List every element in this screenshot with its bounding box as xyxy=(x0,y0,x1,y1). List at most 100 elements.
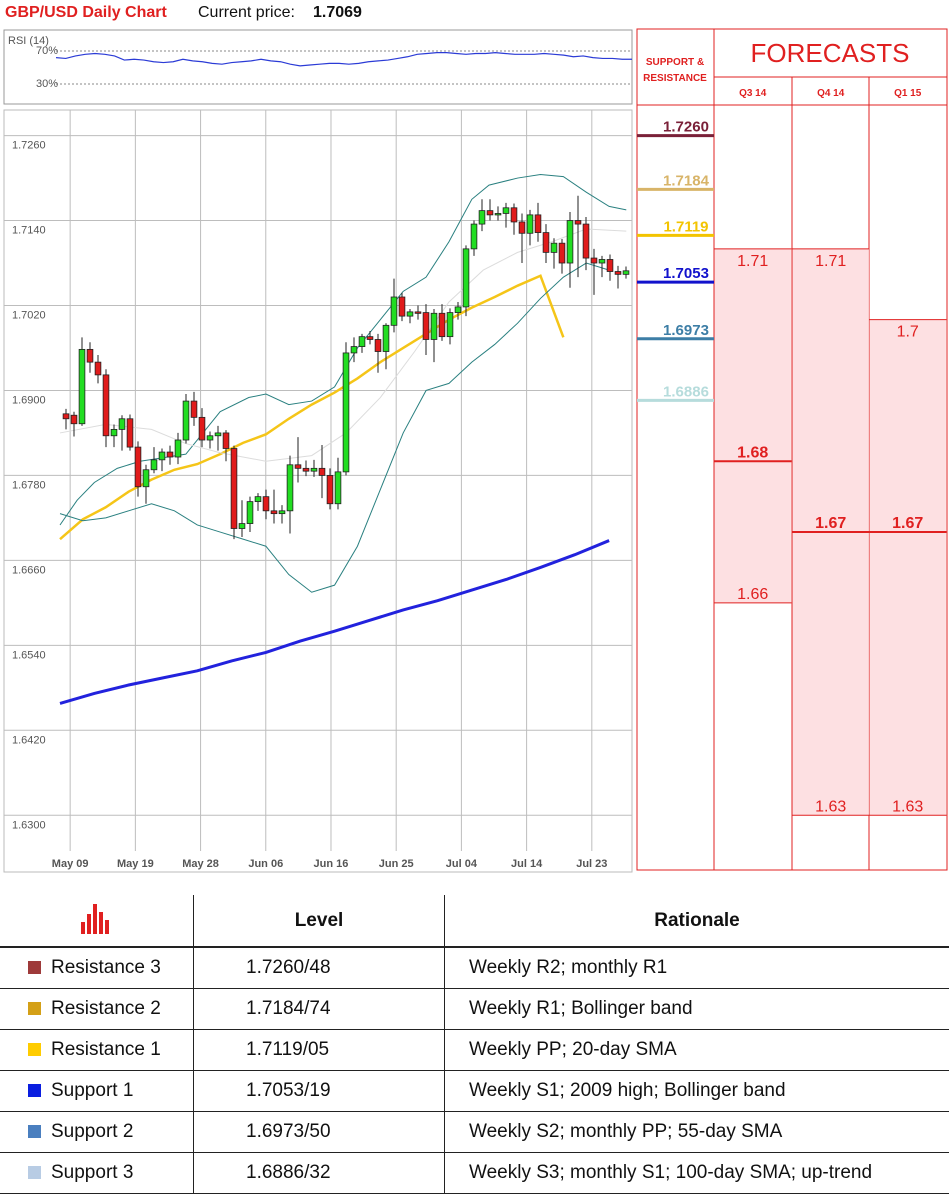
level-color-swatch xyxy=(28,1166,41,1180)
candle-down xyxy=(70,414,78,425)
level-rationale: Weekly R1; Bollinger band xyxy=(444,988,949,1030)
level-name-cell: Resistance 2 xyxy=(0,988,194,1030)
candle-down xyxy=(198,416,206,441)
x-tick-label: Jul 23 xyxy=(576,858,607,870)
forecast-low-value: 1.63 xyxy=(892,798,923,815)
x-tick-label: May 19 xyxy=(117,858,154,870)
candle-up xyxy=(502,207,510,214)
candle-down xyxy=(366,336,374,340)
candle-up xyxy=(238,523,246,529)
candle-down xyxy=(422,312,430,340)
candle-up xyxy=(358,336,366,347)
table-icon-cell xyxy=(0,895,194,948)
candle-down xyxy=(326,475,334,505)
table-row: Support 1 1.7053/19 Weekly S1; 2009 high; … xyxy=(0,1070,949,1112)
level-color-swatch xyxy=(28,961,41,975)
candle-up xyxy=(470,223,478,250)
price-panel xyxy=(3,109,633,873)
candle-up xyxy=(406,311,414,317)
sr-value: 1.7119 xyxy=(663,218,708,235)
candle-down xyxy=(94,361,102,376)
sr-value: 1.7184 xyxy=(663,172,710,189)
y-tick-label: 1.6300 xyxy=(12,819,46,831)
y-tick-label: 1.6540 xyxy=(12,649,46,661)
forecast-low-value: 1.66 xyxy=(737,586,768,603)
x-tick-label: Jun 16 xyxy=(314,858,349,870)
candle-down xyxy=(302,467,310,472)
candle-down xyxy=(374,339,382,352)
candle-up xyxy=(446,312,454,338)
levels-table: Level Rationale Resistance 3 1.7260/48 Wee… xyxy=(0,895,949,1194)
candle-up xyxy=(494,213,502,216)
candle-up xyxy=(566,220,574,264)
y-tick-label: 1.6420 xyxy=(12,734,46,746)
indicator-line xyxy=(59,539,610,705)
x-tick-label: Jul 14 xyxy=(511,858,543,870)
candle-up xyxy=(150,459,158,471)
candle-up xyxy=(382,324,390,352)
forecast-col-label: Q1 15 xyxy=(894,88,922,99)
level-name: Resistance 3 xyxy=(51,957,161,978)
level-name-cell: Support 1 xyxy=(0,1070,194,1112)
level-name-cell: Support 3 xyxy=(0,1152,194,1194)
sr-value: 1.6886 xyxy=(663,383,709,400)
candle-up xyxy=(142,469,150,488)
x-tick-label: Jul 04 xyxy=(446,858,478,870)
candle-up xyxy=(214,432,222,437)
candle-down xyxy=(134,446,142,488)
rsi-level-70: 70% xyxy=(36,45,58,57)
candle-down xyxy=(126,418,134,448)
candle-down xyxy=(558,242,566,264)
candle-up xyxy=(350,346,358,354)
sr-value: 1.6973 xyxy=(663,322,709,339)
candle-up xyxy=(158,451,166,461)
candle-down xyxy=(270,510,278,515)
candle-down xyxy=(62,413,70,420)
candle-down xyxy=(230,448,238,529)
indicator-line xyxy=(59,262,610,593)
y-tick-label: 1.7260 xyxy=(12,140,46,152)
forecast-mid-value: 1.68 xyxy=(737,444,768,461)
level-name: Resistance 1 xyxy=(51,1039,161,1060)
table-row: Resistance 2 1.7184/74 Weekly R1; Bollinge… xyxy=(0,988,949,1030)
candle-up xyxy=(118,418,126,430)
level-color-swatch xyxy=(28,1125,41,1139)
candle-up xyxy=(598,259,606,264)
candle-down xyxy=(166,451,174,458)
candle-up xyxy=(174,439,182,458)
rsi-panel xyxy=(3,29,633,105)
candle-down xyxy=(190,400,198,418)
candle-down xyxy=(582,223,590,259)
current-price-label: Current price: xyxy=(198,4,295,21)
y-tick-label: 1.6660 xyxy=(12,564,46,576)
forecast-low-value: 1.63 xyxy=(815,798,846,815)
forecast-high-value: 1.7 xyxy=(897,324,919,341)
sr-label-line2: RESISTANCE xyxy=(643,73,707,84)
candle-up xyxy=(182,400,190,441)
candle-down xyxy=(86,348,94,363)
candle-down xyxy=(414,311,422,314)
y-tick-label: 1.7020 xyxy=(12,309,46,321)
forecast-mid-value: 1.67 xyxy=(892,515,923,532)
header-rationale: Rationale xyxy=(444,895,949,948)
table-row: Resistance 1 1.7119/05 Weekly PP; 20-day S… xyxy=(0,1029,949,1071)
current-price-value: 1.7069 xyxy=(313,4,362,21)
candle-down xyxy=(294,464,302,469)
candle-up xyxy=(334,471,342,505)
table-row: Support 3 1.6886/32 Weekly S3; monthly S1;… xyxy=(0,1152,949,1194)
table-row: Support 2 1.6973/50 Weekly S2; monthly PP;… xyxy=(0,1111,949,1153)
level-name-cell: Support 2 xyxy=(0,1111,194,1153)
level-name: Support 3 xyxy=(51,1162,134,1183)
level-name: Resistance 2 xyxy=(51,998,161,1019)
candle-up xyxy=(206,435,214,441)
rsi-label: RSI (14) xyxy=(8,35,49,47)
candle-down xyxy=(102,374,110,437)
level-name: Support 2 xyxy=(51,1121,134,1142)
candle-up xyxy=(254,496,262,503)
candles xyxy=(62,195,630,540)
level-rationale: Weekly R2; monthly R1 xyxy=(444,947,949,989)
candle-down xyxy=(398,296,406,317)
level-value: 1.7184/74 xyxy=(193,988,445,1030)
candle-up xyxy=(454,306,462,313)
chart-title: GBP/USD Daily Chart xyxy=(5,4,167,21)
